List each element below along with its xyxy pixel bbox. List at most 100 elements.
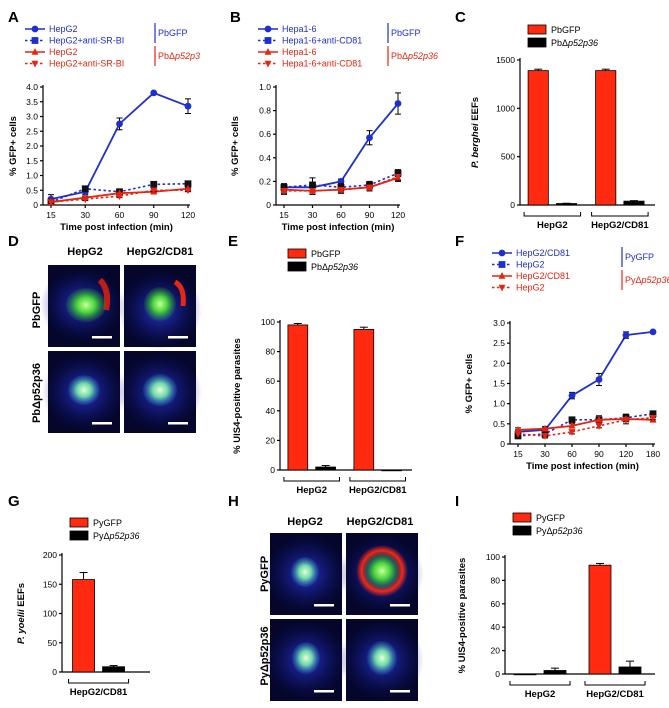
b-xtick-label: 120	[391, 210, 405, 220]
a-series-0-point	[184, 102, 192, 110]
c-bar-1-0	[595, 70, 617, 206]
e-ytick-label: 60	[266, 376, 276, 386]
c-legend-0-swatch	[527, 24, 547, 35]
f-xtick-label: 90	[594, 449, 604, 459]
i-legend-0-swatch	[512, 512, 532, 523]
i-ytick-label: 100	[486, 552, 500, 562]
a-legend-3-marker	[31, 60, 39, 68]
micro-d-row-pbgfp: PbGFP	[31, 292, 43, 329]
c-ytick-label: 1000	[496, 103, 515, 113]
g-ytick-label: 150	[43, 579, 57, 589]
a-series-1-point	[150, 180, 158, 188]
a-ytick-label: 2.0	[26, 141, 38, 151]
micro-h-tile-3	[264, 619, 348, 701]
a-legend-group-0-label: PbGFP	[158, 28, 188, 38]
f-series-1-point	[649, 410, 657, 418]
panel-label-c: C	[455, 9, 466, 26]
g-ytick-label: 100	[43, 609, 57, 619]
e-y-label: % UIS4-positive parasites	[232, 338, 243, 454]
i-ytick-label: 60	[491, 599, 501, 609]
f-legend-1-label: HepG2	[516, 260, 545, 270]
i-ytick-label: 20	[491, 646, 501, 656]
i-category-0-bracket	[509, 681, 571, 686]
b-series-1-point	[309, 181, 316, 189]
e-legend-0-swatch	[287, 248, 307, 259]
a-ytick-label: 3.0	[26, 112, 38, 122]
f-legend-2-label: HepG2/CD81	[516, 271, 570, 281]
f-series-3-point	[622, 417, 630, 424]
b-legend-1-label: Hepa1-6+anti-CD81	[282, 36, 362, 46]
f-series-0-line	[517, 330, 654, 433]
g-legend-1-label: PyΔp52p36	[93, 531, 140, 541]
a-ytick-label: 0.5	[26, 185, 38, 195]
micro-h-tile-4	[340, 619, 424, 701]
f-legend-2-marker	[498, 272, 506, 279]
f-series-0-point	[649, 328, 657, 336]
f-series-2-point	[514, 425, 522, 433]
b-series-3-point	[337, 186, 345, 194]
a-xtick-label: 60	[115, 210, 125, 220]
f-series-2-point	[568, 421, 576, 429]
i-ytick-label: 80	[491, 575, 501, 585]
micro-d-tile-2	[118, 265, 202, 350]
b-series-3-point	[394, 173, 402, 181]
micro-d-tile-1	[40, 265, 124, 347]
f-series-3-point	[595, 423, 603, 430]
e-ytick-label: 0	[270, 465, 275, 475]
i-bar-1-1	[618, 666, 642, 675]
b-series-0-point	[337, 178, 345, 185]
a-series-1-point	[184, 180, 192, 188]
micrograph-d: HepG2 HepG2/CD81 PbGFP PbΔp52p36	[31, 246, 202, 433]
c-category-1-bracket	[591, 212, 649, 217]
panel-label-i: I	[455, 493, 459, 510]
a-legend-1-label: HepG2+anti-SR-BI	[49, 36, 124, 46]
f-series-2-line	[517, 418, 654, 431]
e-ytick-label: 100	[261, 317, 275, 327]
b-ytick-label: 0.6	[259, 129, 271, 139]
a-legend-3-label: HepG2+anti-SR-BI	[49, 59, 124, 69]
b-legend-0-label: Hepa1-6	[282, 24, 317, 34]
i-ytick-label: 0	[495, 669, 500, 679]
g-ytick-label: 0	[52, 667, 57, 677]
b-xtick-label: 60	[336, 210, 346, 220]
b-legend-3-marker	[264, 60, 272, 68]
b-series-3-point	[309, 188, 316, 195]
c-legend-1-swatch	[527, 37, 547, 48]
e-legend-1-label: PbΔp52p36	[311, 262, 358, 272]
b-x-label: Time post infection (min)	[282, 222, 395, 233]
a-xtick-label: 15	[46, 210, 56, 220]
f-xtick-label: 15	[513, 449, 523, 459]
c-legend-1-label: PbΔp52p36	[551, 38, 598, 48]
g-y-label: P. yoelii EEFs	[16, 583, 27, 644]
f-series-3-point	[649, 414, 657, 422]
panel-label-d: D	[8, 233, 19, 250]
f-series-3-point	[541, 433, 549, 440]
micro-d-row-pbdelta: PbΔp52p36	[31, 363, 43, 423]
b-series-0-line	[284, 102, 399, 189]
f-series-3-point	[568, 429, 576, 436]
b-series-3-point	[366, 184, 373, 192]
f-series-2-point	[541, 424, 549, 432]
a-legend-0-label: HepG2	[49, 24, 78, 34]
i-legend-0-label: PyGFP	[536, 513, 565, 523]
c-category-1-label: HepG2/CD81	[591, 220, 649, 231]
a-ytick-label: 1.5	[26, 156, 38, 166]
a-ytick-label: 4.0	[26, 82, 38, 92]
b-ytick-label: 0	[266, 200, 271, 210]
e-bar-1-1	[381, 469, 402, 472]
panel-label-e: E	[228, 233, 238, 250]
a-series-3-point	[81, 196, 89, 204]
f-ytick-label: 2.0	[493, 358, 505, 368]
f-series-0-point	[568, 392, 576, 399]
a-legend-1-marker	[31, 37, 39, 44]
a-series-0-point	[150, 89, 158, 97]
f-ytick-label: 1.0	[493, 399, 505, 409]
c-category-0-label: HepG2	[537, 220, 568, 231]
b-ytick-label: 1.0	[259, 82, 271, 92]
micrograph-h: HepG2 HepG2/CD81 PyGFP PyΔp52p36	[259, 516, 424, 701]
panel-label-b: B	[230, 9, 241, 26]
c-ytick-label: 0	[510, 200, 515, 210]
a-series-3-point	[116, 193, 123, 201]
b-legend-3-label: Hepa1-6+anti-CD81	[282, 59, 362, 69]
c-ytick-label: 1500	[496, 55, 515, 65]
